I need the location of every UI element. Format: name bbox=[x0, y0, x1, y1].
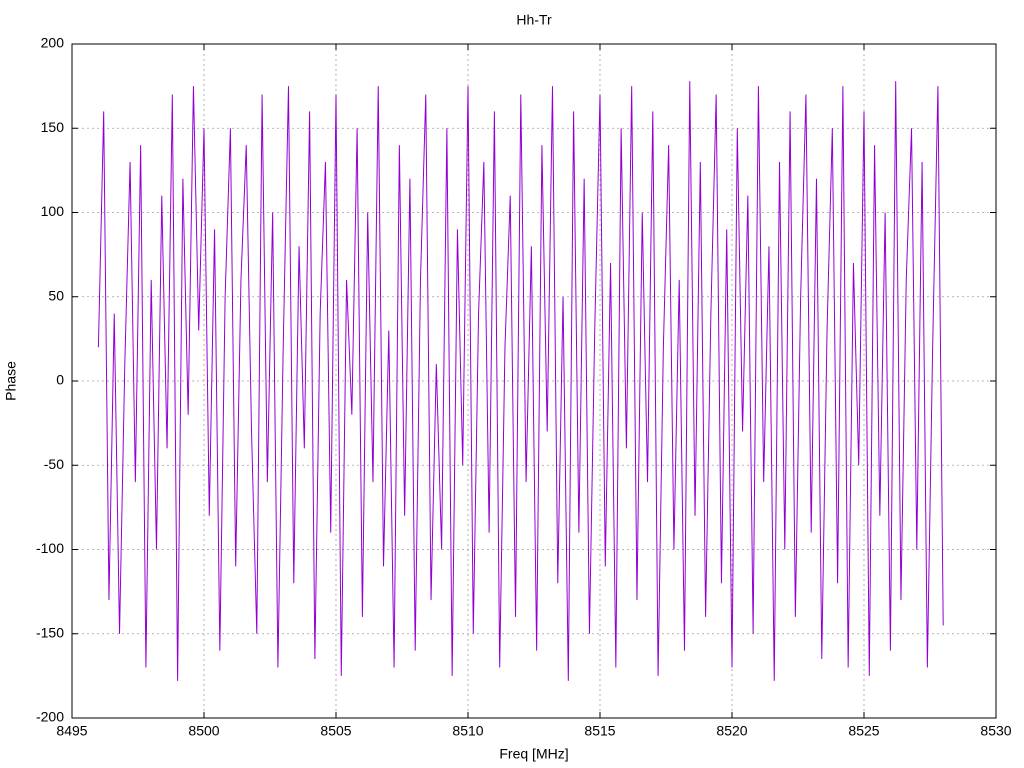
chart-title: Hh-Tr bbox=[516, 12, 552, 28]
x-tick-label: 8505 bbox=[320, 723, 351, 739]
y-tick-label: -100 bbox=[36, 540, 64, 556]
y-tick-label: -150 bbox=[36, 624, 64, 640]
data-line bbox=[97, 81, 944, 681]
y-tick-label: -200 bbox=[36, 709, 64, 725]
y-tick-label: 50 bbox=[48, 287, 64, 303]
x-tick-label: 8525 bbox=[848, 723, 879, 739]
y-tick-label: 200 bbox=[41, 35, 65, 51]
x-tick-label: 8495 bbox=[56, 723, 87, 739]
grid bbox=[71, 43, 997, 719]
x-tick-label: 8530 bbox=[980, 723, 1011, 739]
y-axis-label: Phase bbox=[3, 361, 19, 401]
x-axis-label: Freq [MHz] bbox=[499, 746, 568, 762]
y-tick-label: 0 bbox=[56, 372, 64, 388]
x-tick-label: 8500 bbox=[188, 723, 219, 739]
plot bbox=[97, 81, 944, 681]
x-tick-label: 8515 bbox=[584, 723, 615, 739]
y-tick-label: -50 bbox=[44, 456, 64, 472]
x-tick-label: 8510 bbox=[452, 723, 483, 739]
y-tick-label: 100 bbox=[41, 203, 65, 219]
y-tick-label: 150 bbox=[41, 119, 65, 135]
x-tick-label: 8520 bbox=[716, 723, 747, 739]
